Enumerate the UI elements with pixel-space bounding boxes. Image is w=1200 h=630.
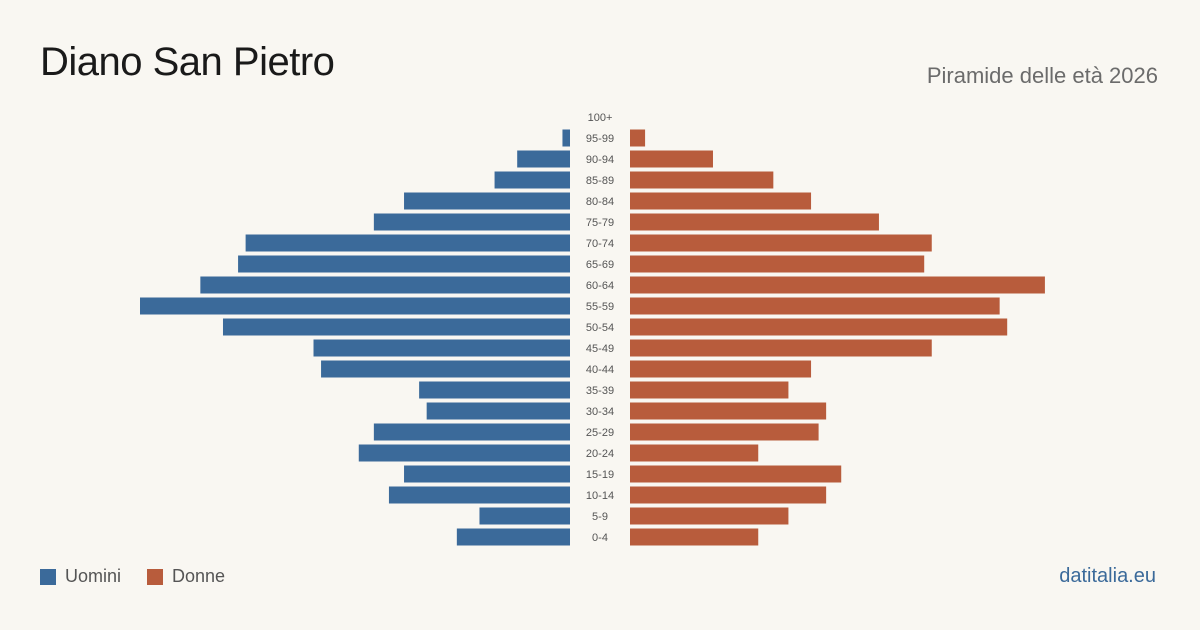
bar-women-50-54 xyxy=(630,318,1008,336)
bar-women-30-34 xyxy=(630,402,827,420)
bar-women-20-24 xyxy=(630,444,759,462)
legend-item-women: Donne xyxy=(147,566,225,587)
bar-women-90-94 xyxy=(630,150,713,168)
bar-men-70-74 xyxy=(245,234,571,252)
bar-men-80-84 xyxy=(404,192,570,210)
bar-women-95-99 xyxy=(630,129,646,147)
age-label-45-49: 45-49 xyxy=(586,343,614,355)
bar-women-80-84 xyxy=(630,192,812,210)
age-label-35-39: 35-39 xyxy=(586,385,614,397)
age-label-25-29: 25-29 xyxy=(586,427,614,439)
bar-women-55-59 xyxy=(630,297,1000,315)
bar-women-85-89 xyxy=(630,171,774,189)
bar-men-95-99 xyxy=(562,129,570,147)
bar-men-30-34 xyxy=(426,402,570,420)
bar-women-35-39 xyxy=(630,381,789,399)
brand-link[interactable]: datitalia.eu xyxy=(1059,565,1156,587)
legend-label-women: Donne xyxy=(172,566,226,586)
chart-subtitle: Piramide delle età 2026 xyxy=(926,63,1158,88)
bar-men-55-59 xyxy=(140,297,570,315)
age-label-10-14: 10-14 xyxy=(586,490,614,502)
bar-women-60-64 xyxy=(630,276,1045,294)
bar-men-0-4 xyxy=(456,528,570,546)
age-label-5-9: 5-9 xyxy=(592,511,608,523)
bar-men-5-9 xyxy=(479,507,570,525)
age-label-90-94: 90-94 xyxy=(586,154,614,166)
age-label-65-69: 65-69 xyxy=(586,259,614,271)
bar-women-25-29 xyxy=(630,423,819,441)
age-label-60-64: 60-64 xyxy=(586,280,614,292)
bar-men-35-39 xyxy=(419,381,570,399)
bar-men-65-69 xyxy=(238,255,570,273)
bar-men-85-89 xyxy=(494,171,570,189)
age-label-50-54: 50-54 xyxy=(586,322,614,334)
bar-men-40-44 xyxy=(321,360,570,378)
bar-men-10-14 xyxy=(388,486,570,504)
age-label-40-44: 40-44 xyxy=(586,364,614,376)
bar-men-90-94 xyxy=(517,150,570,168)
age-label-75-79: 75-79 xyxy=(586,217,614,229)
bar-women-0-4 xyxy=(630,528,759,546)
age-label-100+: 100+ xyxy=(588,112,613,124)
legend-label-men: Uomini xyxy=(65,566,122,586)
bar-women-5-9 xyxy=(630,507,789,525)
bar-men-25-29 xyxy=(373,423,570,441)
bar-men-15-19 xyxy=(404,465,570,483)
bar-men-50-54 xyxy=(222,318,570,336)
bar-women-15-19 xyxy=(630,465,842,483)
bar-men-75-79 xyxy=(373,213,570,231)
bar-women-70-74 xyxy=(630,234,932,252)
bar-women-10-14 xyxy=(630,486,827,504)
age-label-15-19: 15-19 xyxy=(586,469,614,481)
age-label-80-84: 80-84 xyxy=(586,196,614,208)
age-label-20-24: 20-24 xyxy=(586,448,614,460)
bar-men-20-24 xyxy=(358,444,570,462)
legend-item-men: Uomini xyxy=(40,566,121,587)
bar-women-65-69 xyxy=(630,255,925,273)
age-label-95-99: 95-99 xyxy=(586,133,614,145)
legend-swatch-men xyxy=(40,568,56,585)
legend-swatch-women xyxy=(147,568,164,585)
bar-women-40-44 xyxy=(630,360,812,378)
age-label-30-34: 30-34 xyxy=(586,406,614,418)
age-label-70-74: 70-74 xyxy=(586,238,614,250)
legend: Uomini Donne xyxy=(40,566,251,587)
bar-women-75-79 xyxy=(630,213,879,231)
bar-men-45-49 xyxy=(313,339,570,357)
age-label-85-89: 85-89 xyxy=(586,175,614,187)
chart-title: Diano San Pietro xyxy=(40,40,335,84)
age-label-0-4: 0-4 xyxy=(592,532,608,544)
age-label-55-59: 55-59 xyxy=(586,301,614,313)
bar-men-60-64 xyxy=(200,276,570,294)
bar-women-45-49 xyxy=(630,339,932,357)
